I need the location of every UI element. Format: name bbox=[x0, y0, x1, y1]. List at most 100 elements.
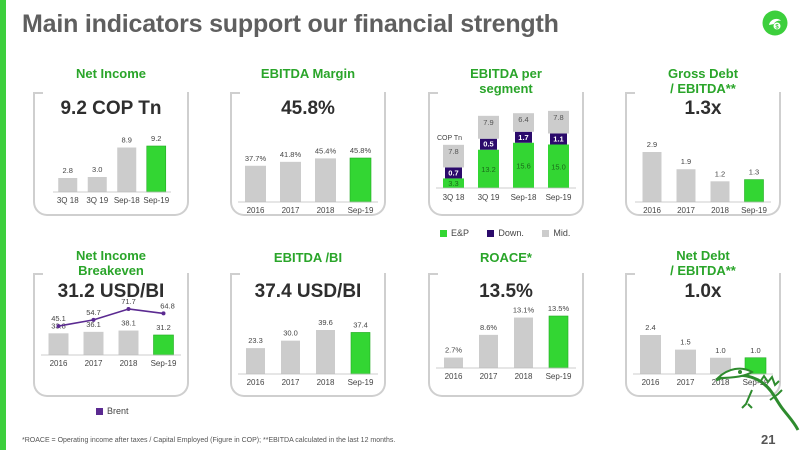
seg-2-3 bbox=[548, 110, 569, 134]
bar-net_income-1 bbox=[87, 177, 107, 192]
bar-roace-1 bbox=[479, 334, 498, 368]
ni-breakeven-chart: 33.8201636.1201738.1201831.2Sep-1945.154… bbox=[41, 297, 181, 368]
legend-item-brent: Brent bbox=[107, 406, 129, 416]
ni-breakeven-kpi: 31.2 USD/BI bbox=[57, 281, 165, 302]
bar-gross_debt-2 bbox=[710, 181, 730, 202]
data-label-gross_debt-2: 1.2 bbox=[715, 169, 725, 178]
brent-point-2 bbox=[126, 307, 131, 311]
tick-label-ebitda_bi-3: Sep-19 bbox=[348, 378, 374, 387]
iguana-mascot-icon bbox=[715, 367, 800, 431]
brent-point-0 bbox=[56, 324, 61, 329]
ebitda-margin-chart: 37.7% 2016 41.8% 2017 45.4% 2018 45.8% Sep-19 bbox=[238, 146, 378, 215]
tick-label-ebitda_bi-0: 2016 bbox=[247, 378, 265, 387]
bar-ebitda_bi-1 bbox=[281, 340, 300, 374]
bar-roace-2 bbox=[514, 317, 533, 368]
data-label-net_income-3: 9.2 bbox=[151, 134, 161, 143]
data-label-net_income-2: 8.9 bbox=[122, 136, 132, 145]
data-label-ebitda_bi-3: 37.4 bbox=[353, 320, 368, 329]
roace-kpi: 13.5% bbox=[479, 281, 533, 302]
seg-1-2 bbox=[515, 131, 532, 143]
segment-legend: E&P Down. Mid. bbox=[440, 228, 570, 238]
bar-ni_breakeven-1 bbox=[83, 331, 104, 355]
tick-label-net_income-0: 3Q 18 bbox=[57, 196, 79, 205]
seg-label-0-1: 13.2 bbox=[481, 165, 496, 174]
data-label-roace-2: 13.1% bbox=[513, 306, 535, 315]
bar-gross_debt-1 bbox=[676, 169, 696, 202]
tick-label-net_debt-2: 2018 bbox=[712, 378, 730, 387]
tick-label-gross_debt-0: 2016 bbox=[643, 206, 661, 215]
net-income-title: Net Income bbox=[75, 66, 147, 81]
seg-label-1-3: 1.1 bbox=[553, 135, 563, 144]
net-debt-title-line1: Net Debt bbox=[676, 248, 730, 263]
seg-label-2-2: 6.4 bbox=[518, 115, 528, 124]
tick-label-ebitda_bi-1: 2017 bbox=[282, 378, 300, 387]
tick-label-gross_debt-1: 2017 bbox=[677, 206, 695, 215]
data-label-ebitda_margin-1: 41.8% bbox=[280, 150, 302, 159]
seg-1-3 bbox=[550, 133, 567, 145]
gross-debt-title-line1: Gross Debt bbox=[667, 66, 739, 81]
unit-label: COP Tn bbox=[437, 135, 462, 142]
data-label-net_debt-3: 1.0 bbox=[750, 346, 760, 355]
gross-debt-title-line2: / EBITDA** bbox=[670, 81, 736, 96]
seg-label-2-1: 7.9 bbox=[483, 118, 493, 127]
svg-text:$: $ bbox=[775, 25, 779, 31]
seg-2-0 bbox=[443, 144, 464, 168]
ebitda-segment-chart: COP Tn 3.3 0.7 7.8 3Q 18 13.2 0.5 7.9 3Q 19 15.6 1… bbox=[436, 110, 576, 202]
ebitda-segment-card bbox=[428, 92, 584, 216]
ebitda-bi-kpi: 37.4 USD/BI bbox=[254, 281, 362, 302]
seg-0-0 bbox=[443, 178, 464, 188]
tick-label-net_income-2: Sep-18 bbox=[114, 196, 140, 205]
data-label-ni_breakeven-2: 38.1 bbox=[121, 319, 136, 328]
tick-label-ebitda_segment-1: 3Q 19 bbox=[478, 193, 500, 202]
gross-debt-title: Gross Debt / EBITDA** bbox=[627, 66, 779, 96]
tick-label-ni_breakeven-1: 2017 bbox=[85, 359, 103, 368]
seg-label-0-2: 15.6 bbox=[516, 161, 531, 170]
data-label-roace-3: 13.5% bbox=[548, 304, 570, 313]
seg-label-1-2: 1.7 bbox=[518, 133, 528, 142]
seg-1-1 bbox=[480, 138, 497, 150]
tick-label-ni_breakeven-3: Sep-19 bbox=[151, 359, 177, 368]
tick-label-ebitda_segment-0: 3Q 18 bbox=[443, 193, 465, 202]
data-label-ebitda_margin-3: 45.8% bbox=[350, 146, 372, 155]
tick-label-ebitda_margin-2: 2018 bbox=[317, 206, 335, 215]
tick-label-ni_breakeven-2: 2018 bbox=[120, 359, 138, 368]
roace-chart: 2.7% 2016 8.6% 2017 13.1% 2018 13.5% Sep-19 bbox=[436, 304, 576, 381]
data-label-net_debt-0: 2.4 bbox=[645, 323, 655, 332]
ni-breakeven-title-line2: Breakeven bbox=[78, 263, 144, 278]
bar-net_debt-1 bbox=[675, 349, 696, 374]
brent-line bbox=[58, 308, 164, 327]
seg-2-2 bbox=[513, 113, 534, 132]
tick-label-roace-2: 2018 bbox=[515, 372, 533, 381]
tick-label-roace-3: Sep-19 bbox=[546, 372, 572, 381]
seg-2-1 bbox=[478, 115, 499, 139]
ebitda-bi-title: EBITDA /BI bbox=[273, 250, 343, 265]
ni-breakeven-title-line1: Net Income bbox=[75, 248, 147, 263]
data-label-gross_debt-0: 2.9 bbox=[647, 140, 657, 149]
bar-ebitda_bi-0 bbox=[246, 348, 265, 374]
tick-label-ebitda_margin-3: Sep-19 bbox=[348, 206, 374, 215]
data-label-roace-0: 2.7% bbox=[445, 346, 462, 355]
brent-point-1 bbox=[91, 317, 96, 322]
brent-label-1: 54.7 bbox=[86, 308, 101, 317]
page-title: Main indicators support our financial st… bbox=[22, 10, 559, 38]
data-label-ebitda_bi-0: 23.3 bbox=[248, 336, 263, 345]
brent-legend: Brent bbox=[96, 406, 129, 416]
data-label-net_income-1: 3.0 bbox=[92, 165, 102, 174]
data-label-ni_breakeven-1: 36.1 bbox=[86, 320, 101, 329]
seg-label-0-3: 15.0 bbox=[551, 162, 566, 171]
brent-label-3: 64.8 bbox=[160, 301, 175, 310]
bar-ni_breakeven-3 bbox=[153, 334, 174, 356]
bar-net_debt-2 bbox=[710, 357, 731, 374]
seg-1-0 bbox=[445, 167, 462, 179]
ebitda-bi-card bbox=[230, 273, 386, 397]
tick-label-net_debt-3: Sep-19 bbox=[743, 378, 769, 387]
bar-ebitda_margin-1 bbox=[280, 161, 301, 202]
tick-label-gross_debt-3: Sep-19 bbox=[741, 206, 767, 215]
bar-roace-3 bbox=[548, 315, 569, 369]
tick-label-ni_breakeven-0: 2016 bbox=[50, 359, 68, 368]
legend-item-ep: E&P bbox=[440, 228, 469, 238]
seg-0-1 bbox=[478, 149, 499, 188]
seg-label-0-0: 3.3 bbox=[448, 179, 458, 188]
roace-title: ROACE* bbox=[479, 250, 532, 265]
page-number: 21 bbox=[761, 432, 776, 447]
